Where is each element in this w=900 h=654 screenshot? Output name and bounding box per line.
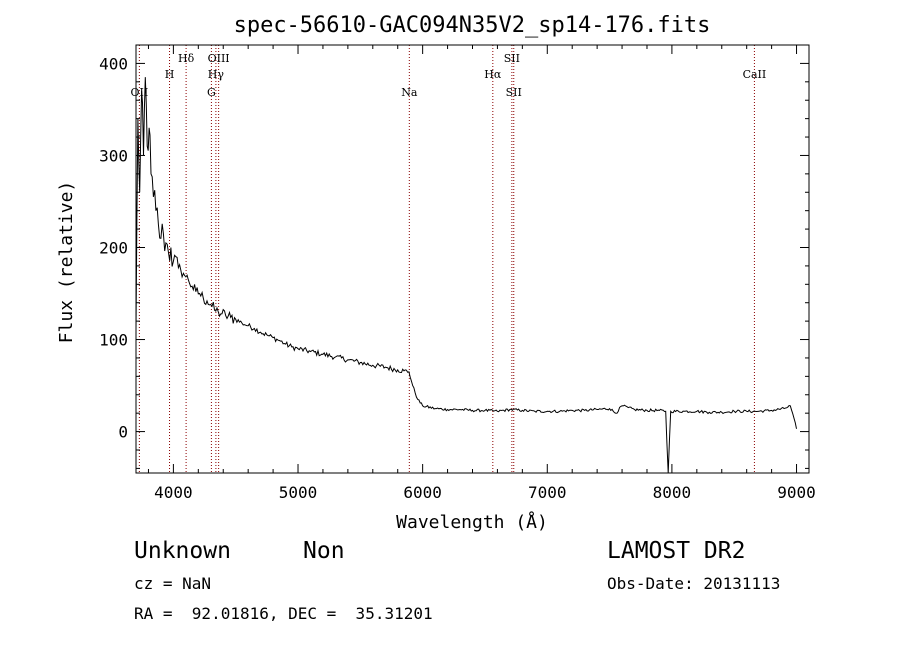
emission-line-markers: [138, 45, 755, 473]
line-marker-label: OIII: [208, 52, 230, 65]
line-marker-label: H: [165, 68, 175, 81]
line-marker-label: OII: [131, 86, 149, 99]
y-tick-label: 0: [118, 423, 128, 442]
redshift-text: cz = NaN: [134, 574, 212, 593]
line-marker-label: Hα: [484, 68, 502, 81]
x-tick-label: 9000: [777, 483, 816, 502]
plot-frame: [135, 44, 810, 474]
y-axis-label: Flux (relative): [56, 181, 77, 344]
chart-title: spec-56610-GAC094N35V2_sp14-176.fits: [234, 13, 711, 38]
x-tick-label: 4000: [154, 483, 193, 502]
y-tick-label: 200: [99, 238, 128, 257]
coordinates-text: RA = 92.01816, DEC = 35.31201: [134, 604, 433, 623]
x-axis: 4000 5000 6000 7000 8000 9000: [147, 45, 816, 502]
y-tick-label: 100: [99, 331, 128, 350]
x-tick-label: 6000: [403, 483, 442, 502]
line-marker-label: SII: [506, 86, 522, 99]
y-axis: 0 100 200 300 400: [99, 44, 809, 469]
line-marker-label: G: [207, 86, 216, 99]
line-marker-label: CaII: [743, 68, 767, 81]
line-marker-label: SII: [504, 52, 520, 65]
spectrum-line: [135, 77, 797, 474]
survey-text: LAMOST DR2: [607, 538, 746, 564]
y-tick-label: 400: [99, 54, 128, 73]
line-marker-label: Hγ: [208, 68, 225, 81]
x-tick-label: 8000: [653, 483, 692, 502]
classification-text: Unknown: [134, 538, 231, 564]
subclass-text: Non: [303, 538, 345, 564]
x-tick-label: 7000: [528, 483, 567, 502]
y-tick-label: 300: [99, 146, 128, 165]
x-axis-label: Wavelength (Å): [396, 511, 548, 533]
obs-date-text: Obs-Date: 20131113: [607, 574, 781, 593]
line-marker-label: Na: [401, 86, 418, 99]
line-marker-label: Hδ: [178, 52, 195, 65]
x-tick-label: 5000: [279, 483, 318, 502]
